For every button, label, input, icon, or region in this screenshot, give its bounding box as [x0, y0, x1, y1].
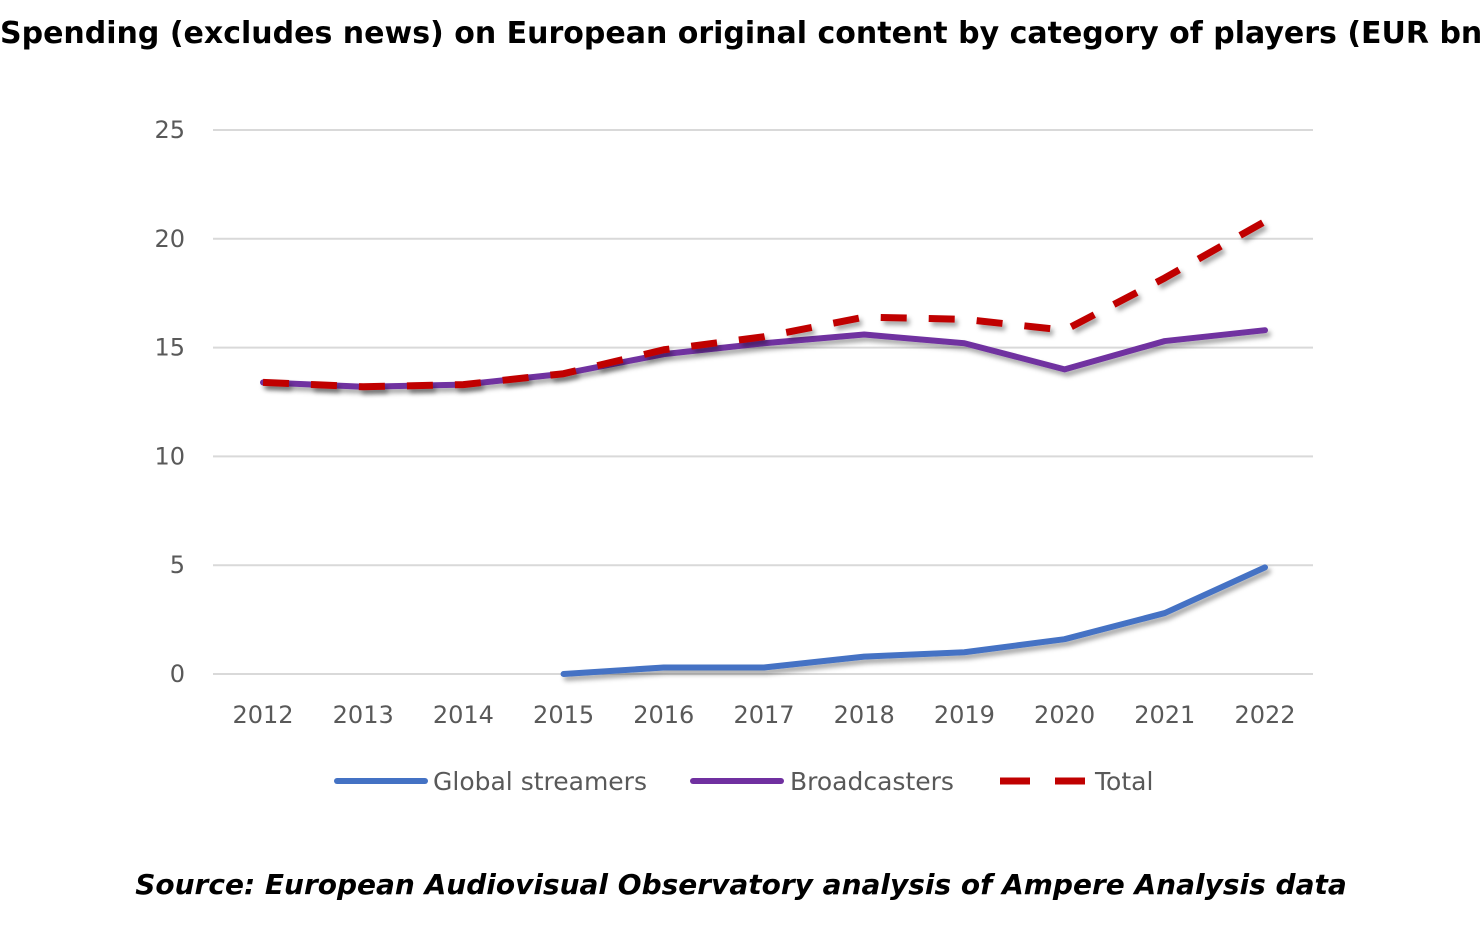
x-axis-ticks: 2012 2013 2014 2015 2016 2017 2018 2019 2020 2021…: [232, 701, 1295, 729]
x-tick-label: 2019: [934, 701, 995, 729]
x-tick-label: 2020: [1034, 701, 1095, 729]
series-lines: [260, 218, 1268, 677]
x-tick-label: 2015: [533, 701, 594, 729]
y-axis-ticks: 0 5 10 15 20 25: [154, 116, 185, 688]
legend-item-total: Total: [1000, 767, 1153, 796]
series-line-total: [262, 218, 1267, 391]
legend-label: Global streamers: [433, 767, 647, 796]
x-tick-label: 2021: [1134, 701, 1195, 729]
legend-item-broadcasters: Broadcasters: [690, 767, 954, 796]
x-tick-label: 2012: [232, 701, 293, 729]
y-tick-label: 10: [154, 442, 185, 470]
chart-title: Spending (excludes news) on European ori…: [0, 16, 1482, 51]
x-tick-label: 2014: [433, 701, 494, 729]
x-tick-label: 2018: [834, 701, 895, 729]
legend-label: Broadcasters: [790, 767, 954, 796]
y-tick-label: 20: [154, 225, 185, 253]
y-tick-label: 5: [170, 551, 185, 579]
legend: Global streamers Broadcasters Total: [334, 767, 1153, 796]
x-tick-label: 2013: [333, 701, 394, 729]
y-tick-label: 25: [154, 116, 185, 144]
x-tick-label: 2016: [633, 701, 694, 729]
legend-label: Total: [1094, 767, 1153, 796]
y-tick-label: 15: [154, 334, 185, 362]
legend-item-global-streamers: Global streamers: [334, 767, 647, 796]
y-tick-label: 0: [170, 660, 185, 688]
grid-lines: [213, 129, 1313, 675]
chart-source: Source: European Audiovisual Observatory…: [135, 868, 1347, 901]
series-line-global-streamers: [560, 564, 1268, 677]
x-tick-label: 2022: [1234, 701, 1295, 729]
x-tick-label: 2017: [733, 701, 794, 729]
